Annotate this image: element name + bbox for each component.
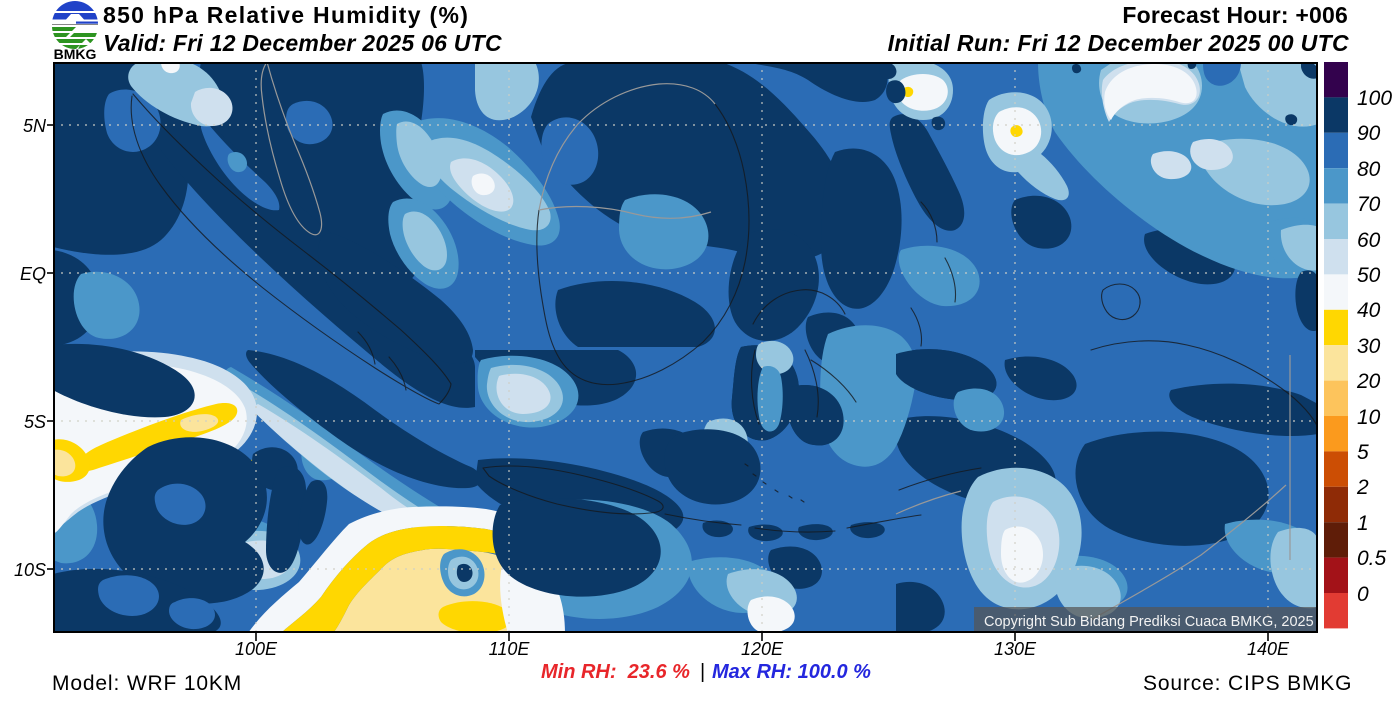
- svg-text:BMKG: BMKG: [54, 46, 97, 60]
- svg-text:Copyright Sub Bidang Prediksi: Copyright Sub Bidang Prediksi Cuaca BMKG…: [984, 614, 1314, 630]
